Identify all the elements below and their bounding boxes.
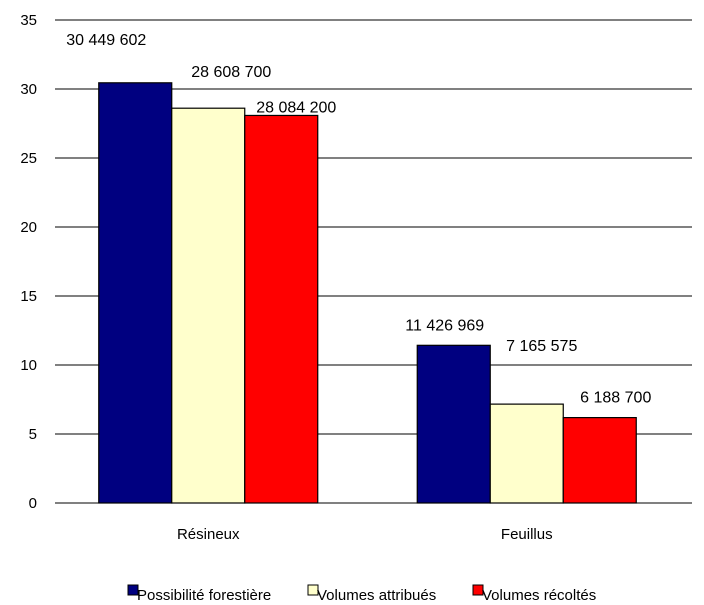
category-label: Résineux	[177, 526, 240, 543]
data-label: 6 188 700	[580, 390, 651, 407]
y-axis-ticks: 0 5 10 15 20 25 30 35	[20, 12, 37, 512]
legend: Possibilité forestière Volumes attribués V…	[127, 584, 596, 604]
bar	[171, 107, 246, 504]
category-label: Feuillus	[501, 526, 553, 543]
y-tick-label: 35	[20, 12, 37, 29]
legend-swatch	[307, 584, 319, 596]
legend-entry: Volumes récoltés	[482, 587, 596, 604]
data-label: 28 608 700	[191, 64, 271, 81]
legend-swatch	[472, 584, 484, 596]
legend-entry: Possibilité forestière	[137, 587, 271, 604]
bar	[562, 416, 637, 504]
y-tick-label: 20	[20, 219, 37, 236]
bar	[98, 82, 173, 504]
legend-entry: Volumes attribués	[317, 587, 436, 604]
legend-swatch	[127, 584, 139, 596]
bar	[416, 344, 491, 504]
y-tick-label: 0	[29, 495, 37, 512]
y-tick-label: 10	[20, 357, 37, 374]
bar	[489, 403, 564, 504]
data-label: 11 426 969	[405, 317, 484, 334]
data-labels: 30 449 602 28 608 700 28 084 200 11 426 969…	[66, 32, 651, 407]
data-label: 28 084 200	[256, 99, 336, 116]
data-label: 30 449 602	[66, 32, 146, 49]
y-tick-label: 30	[20, 81, 37, 98]
y-tick-label: 5	[29, 426, 37, 443]
data-label: 7 165 575	[506, 338, 577, 355]
category-labels: Résineux Feuillus	[177, 526, 553, 543]
bar	[244, 114, 319, 504]
y-tick-label: 15	[20, 288, 37, 305]
bars	[98, 82, 637, 504]
y-tick-label: 25	[20, 150, 37, 167]
